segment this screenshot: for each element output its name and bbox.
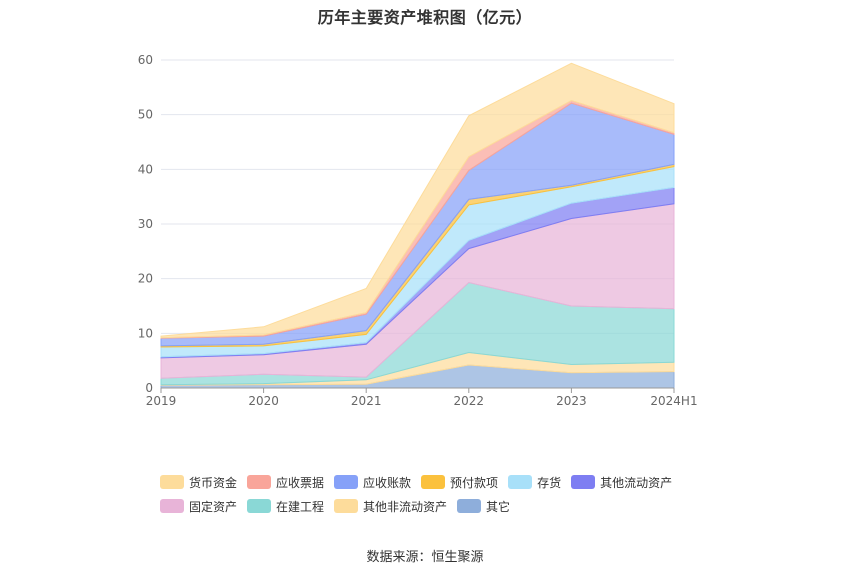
x-tick-label: 2022: [454, 394, 485, 408]
legend-item[interactable]: 其它: [457, 498, 510, 515]
legend-label: 存货: [537, 475, 562, 490]
legend-label: 在建工程: [276, 499, 325, 514]
legend-swatch: [247, 499, 272, 513]
legend-label: 其他非流动资产: [363, 499, 448, 514]
y-tick-label: 10: [138, 326, 153, 340]
legend-item[interactable]: 货币资金: [160, 474, 237, 491]
legend-item[interactable]: 其他流动资产: [571, 474, 672, 491]
y-tick-label: 50: [138, 108, 153, 122]
legend-item[interactable]: 其他非流动资产: [334, 498, 447, 515]
x-tick-label: 2024H1: [650, 394, 697, 408]
legend: 货币资金 应收票据 应收账款 预付款项 存货 其他流动资产固定资产 在建工程 其他非流动资产 其…: [160, 470, 720, 518]
legend-row: 固定资产 在建工程 其他非流动资产 其它: [160, 494, 720, 518]
area-货币资金[interactable]: [160, 62, 675, 339]
x-tick-label: 2019: [146, 394, 177, 408]
legend-label: 其它: [486, 499, 511, 514]
legend-item[interactable]: 预付款项: [421, 474, 498, 491]
legend-swatch: [421, 475, 446, 489]
y-tick-label: 40: [138, 162, 153, 176]
legend-item[interactable]: 在建工程: [247, 498, 324, 515]
x-tick-label: 2021: [351, 394, 382, 408]
legend-swatch: [571, 475, 596, 489]
y-tick-label: 20: [138, 272, 153, 286]
legend-item[interactable]: 应收账款: [334, 474, 411, 491]
chart-title: 历年主要资产堆积图（亿元）: [317, 8, 533, 27]
y-tick-label: 0: [145, 381, 153, 395]
legend-label: 货币资金: [189, 475, 238, 490]
legend-swatch: [160, 499, 184, 513]
legend-swatch: [457, 499, 482, 513]
legend-label: 预付款项: [450, 475, 499, 490]
legend-swatch: [334, 475, 359, 489]
x-tick-label: 2020: [248, 394, 279, 408]
legend-swatch: [160, 475, 184, 489]
data-source: 数据来源：恒生聚源: [366, 550, 484, 565]
legend-swatch: [508, 475, 533, 489]
legend-item[interactable]: 存货: [508, 474, 561, 491]
y-tick-label: 60: [138, 53, 153, 67]
legend-label: 应收账款: [363, 475, 412, 490]
legend-row: 货币资金 应收票据 应收账款 预付款项 存货 其他流动资产: [160, 470, 720, 494]
legend-label: 应收票据: [276, 475, 325, 490]
legend-label: 固定资产: [189, 499, 238, 514]
x-tick-label: 2023: [556, 394, 587, 408]
legend-item[interactable]: 应收票据: [247, 474, 324, 491]
legend-item[interactable]: 固定资产: [160, 498, 237, 515]
y-tick-label: 30: [138, 217, 153, 231]
axes: 0 10 20 30 40 50 60 2019 2020 2021 2022 2023 2024H1: [138, 53, 698, 408]
legend-swatch: [334, 499, 359, 513]
legend-swatch: [247, 475, 272, 489]
area-series: [160, 62, 675, 389]
legend-label: 其他流动资产: [600, 475, 673, 490]
